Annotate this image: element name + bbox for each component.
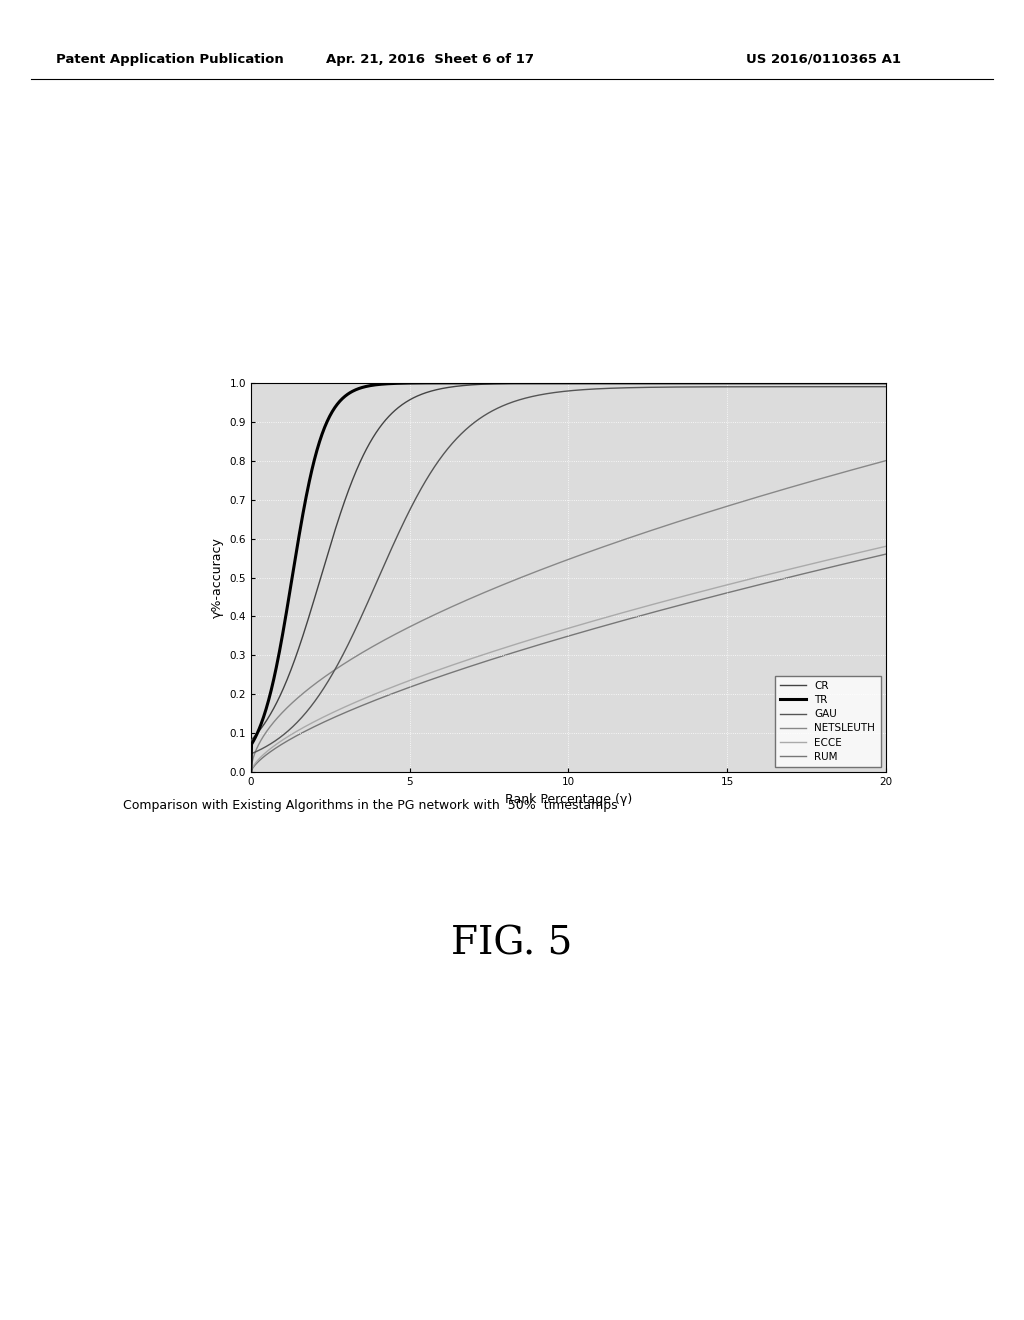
Text: Apr. 21, 2016  Sheet 6 of 17: Apr. 21, 2016 Sheet 6 of 17 bbox=[326, 53, 535, 66]
X-axis label: Rank Percentage (γ): Rank Percentage (γ) bbox=[505, 792, 632, 805]
Text: FIG. 5: FIG. 5 bbox=[452, 925, 572, 962]
Legend: CR, TR, GAU, NETSLEUTH, ECCE, RUM: CR, TR, GAU, NETSLEUTH, ECCE, RUM bbox=[775, 676, 881, 767]
Text: Patent Application Publication: Patent Application Publication bbox=[56, 53, 284, 66]
Y-axis label: γ%-accuracy: γ%-accuracy bbox=[211, 537, 224, 618]
Text: US 2016/0110365 A1: US 2016/0110365 A1 bbox=[746, 53, 901, 66]
Text: Comparison with Existing Algorithms in the PG network with  50%  timestamps: Comparison with Existing Algorithms in t… bbox=[123, 799, 617, 812]
